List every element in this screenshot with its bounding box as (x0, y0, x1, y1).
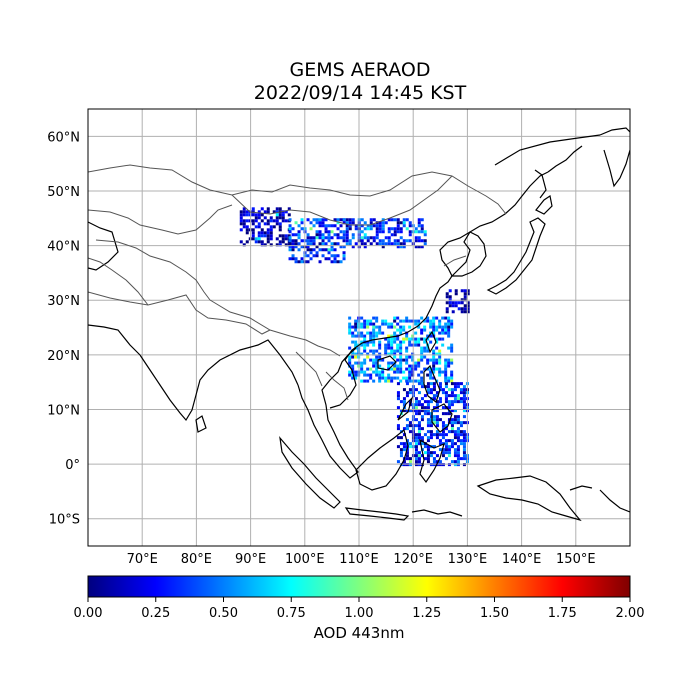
gridlines (88, 109, 630, 546)
lat-tick-label: 40°N (47, 240, 80, 255)
lon-tick-label: 100°E (285, 552, 325, 567)
colorbar-tick-label: 1.00 (345, 606, 374, 621)
lat-tick-label: 60°N (47, 130, 80, 145)
colorbar-tick-label: 0.25 (141, 606, 170, 621)
colorbar-tick-label: 0.00 (74, 606, 103, 621)
longitude-labels: 70°E 80°E 90°E 100°E 110°E 120°E 130°E 140°E 150… (127, 552, 596, 567)
colorbar-tick-label: 2.00 (616, 606, 645, 621)
map-frame (87, 108, 631, 547)
lon-tick-label: 130°E (448, 552, 488, 567)
latitude-labels: 60°N 50°N 40°N 30°N 20°N 10°N 0° 10°S (47, 130, 80, 527)
colorbar-tick-label: 0.50 (209, 606, 238, 621)
colorbar-tick-label: 0.75 (277, 606, 306, 621)
lat-tick-label: 50°N (47, 185, 80, 200)
colorbar-label: AOD 443nm (313, 624, 405, 642)
lat-tick-label: 10°N (47, 403, 80, 418)
colorbar-tick-label: 1.25 (412, 606, 441, 621)
lon-tick-label: 70°E (127, 552, 158, 567)
coastlines (88, 127, 630, 522)
aod-region-south-china (348, 316, 454, 383)
lat-tick-label: 30°N (47, 294, 80, 309)
colorbar-ticks: 0.00 0.25 0.50 0.75 1.00 1.25 1.50 1.75 2.00 (74, 597, 645, 621)
colorbar-tick-label: 1.75 (548, 606, 577, 621)
lon-tick-label: 150°E (556, 552, 596, 567)
lon-tick-label: 140°E (502, 552, 542, 567)
colorbar (87, 575, 631, 598)
map-title: GEMS AERAOD (289, 59, 431, 81)
lat-tick-label: 0° (65, 458, 80, 473)
lat-tick-label: 10°S (49, 513, 80, 528)
map-subtitle: 2022/09/14 14:45 KST (253, 82, 467, 104)
lon-tick-label: 90°E (235, 552, 266, 567)
colorbar-tick-label: 1.50 (480, 606, 509, 621)
aod-region-mongolia-central (288, 218, 346, 264)
lat-tick-label: 20°N (47, 349, 80, 364)
lon-tick-label: 120°E (393, 552, 433, 567)
country-borders (88, 164, 507, 401)
lon-tick-label: 110°E (339, 552, 379, 567)
lon-tick-label: 80°E (181, 552, 212, 567)
